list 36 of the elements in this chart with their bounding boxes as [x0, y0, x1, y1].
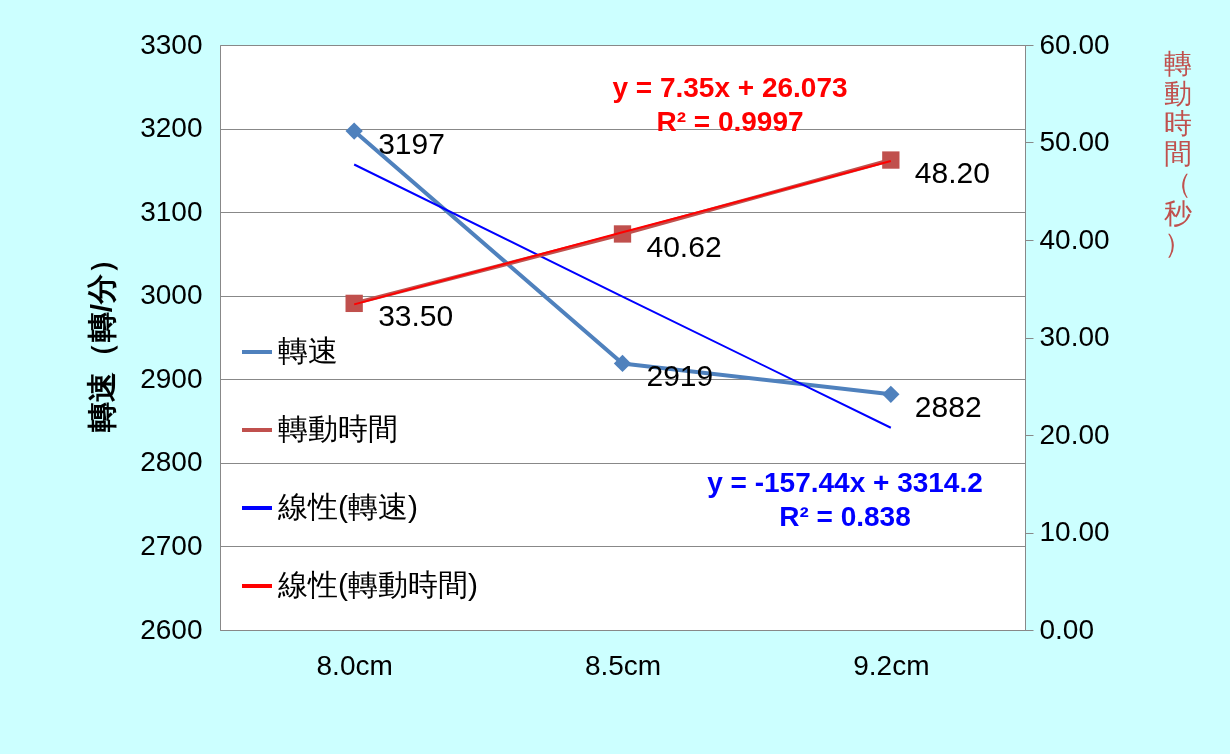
legend-label: 線性(轉速)	[277, 490, 418, 523]
y-tick-label: 2900	[140, 362, 203, 394]
x-tick-label: 9.2cm	[853, 649, 930, 681]
y2-tick-label: 50.00	[1039, 126, 1110, 157]
data-label: 33.50	[378, 299, 454, 333]
point	[882, 385, 900, 403]
y-tick-label: 2700	[140, 529, 203, 561]
data-label: 40.62	[646, 229, 722, 263]
annotation: y = -157.44x + 3314.2 R² = 0.838	[707, 467, 983, 532]
y2-tick-label: 10.00	[1039, 516, 1110, 547]
x-tick-label: 8.0cm	[316, 649, 393, 681]
legend-label: 線性(轉動時間)	[277, 568, 478, 601]
data-label: 2882	[914, 390, 982, 424]
x-tick-label: 8.5cm	[584, 649, 662, 681]
y2-tick-label: 0.00	[1039, 613, 1094, 645]
legend-label: 轉速	[278, 334, 338, 367]
y2-axis-title: 轉動時間（秒）	[1163, 47, 1192, 259]
y-tick-label: 3000	[140, 279, 203, 311]
y2-tick-label: 30.00	[1039, 321, 1110, 352]
y2-tick-label: 40.00	[1039, 223, 1110, 255]
legend-label: 轉動時間	[278, 412, 398, 445]
y-tick-label: 2800	[140, 446, 203, 478]
y2-tick-label: 60.00	[1039, 28, 1110, 60]
y-axis-title: 轉速（轉/分）	[85, 243, 119, 434]
y-tick-label: 3100	[140, 195, 203, 227]
y-tick-label: 2600	[140, 613, 203, 645]
point	[345, 122, 363, 140]
y-tick-label: 3200	[140, 112, 203, 144]
data-label: 3197	[378, 127, 445, 161]
point	[882, 151, 900, 169]
point	[345, 294, 363, 313]
data-label: 48.20	[914, 156, 990, 190]
y-tick-label: 3300	[140, 28, 203, 60]
y2-tick-label: 20.00	[1039, 418, 1110, 450]
annotation: y = 7.35x + 26.073 R² = 0.9997	[612, 72, 848, 137]
point	[613, 354, 632, 373]
